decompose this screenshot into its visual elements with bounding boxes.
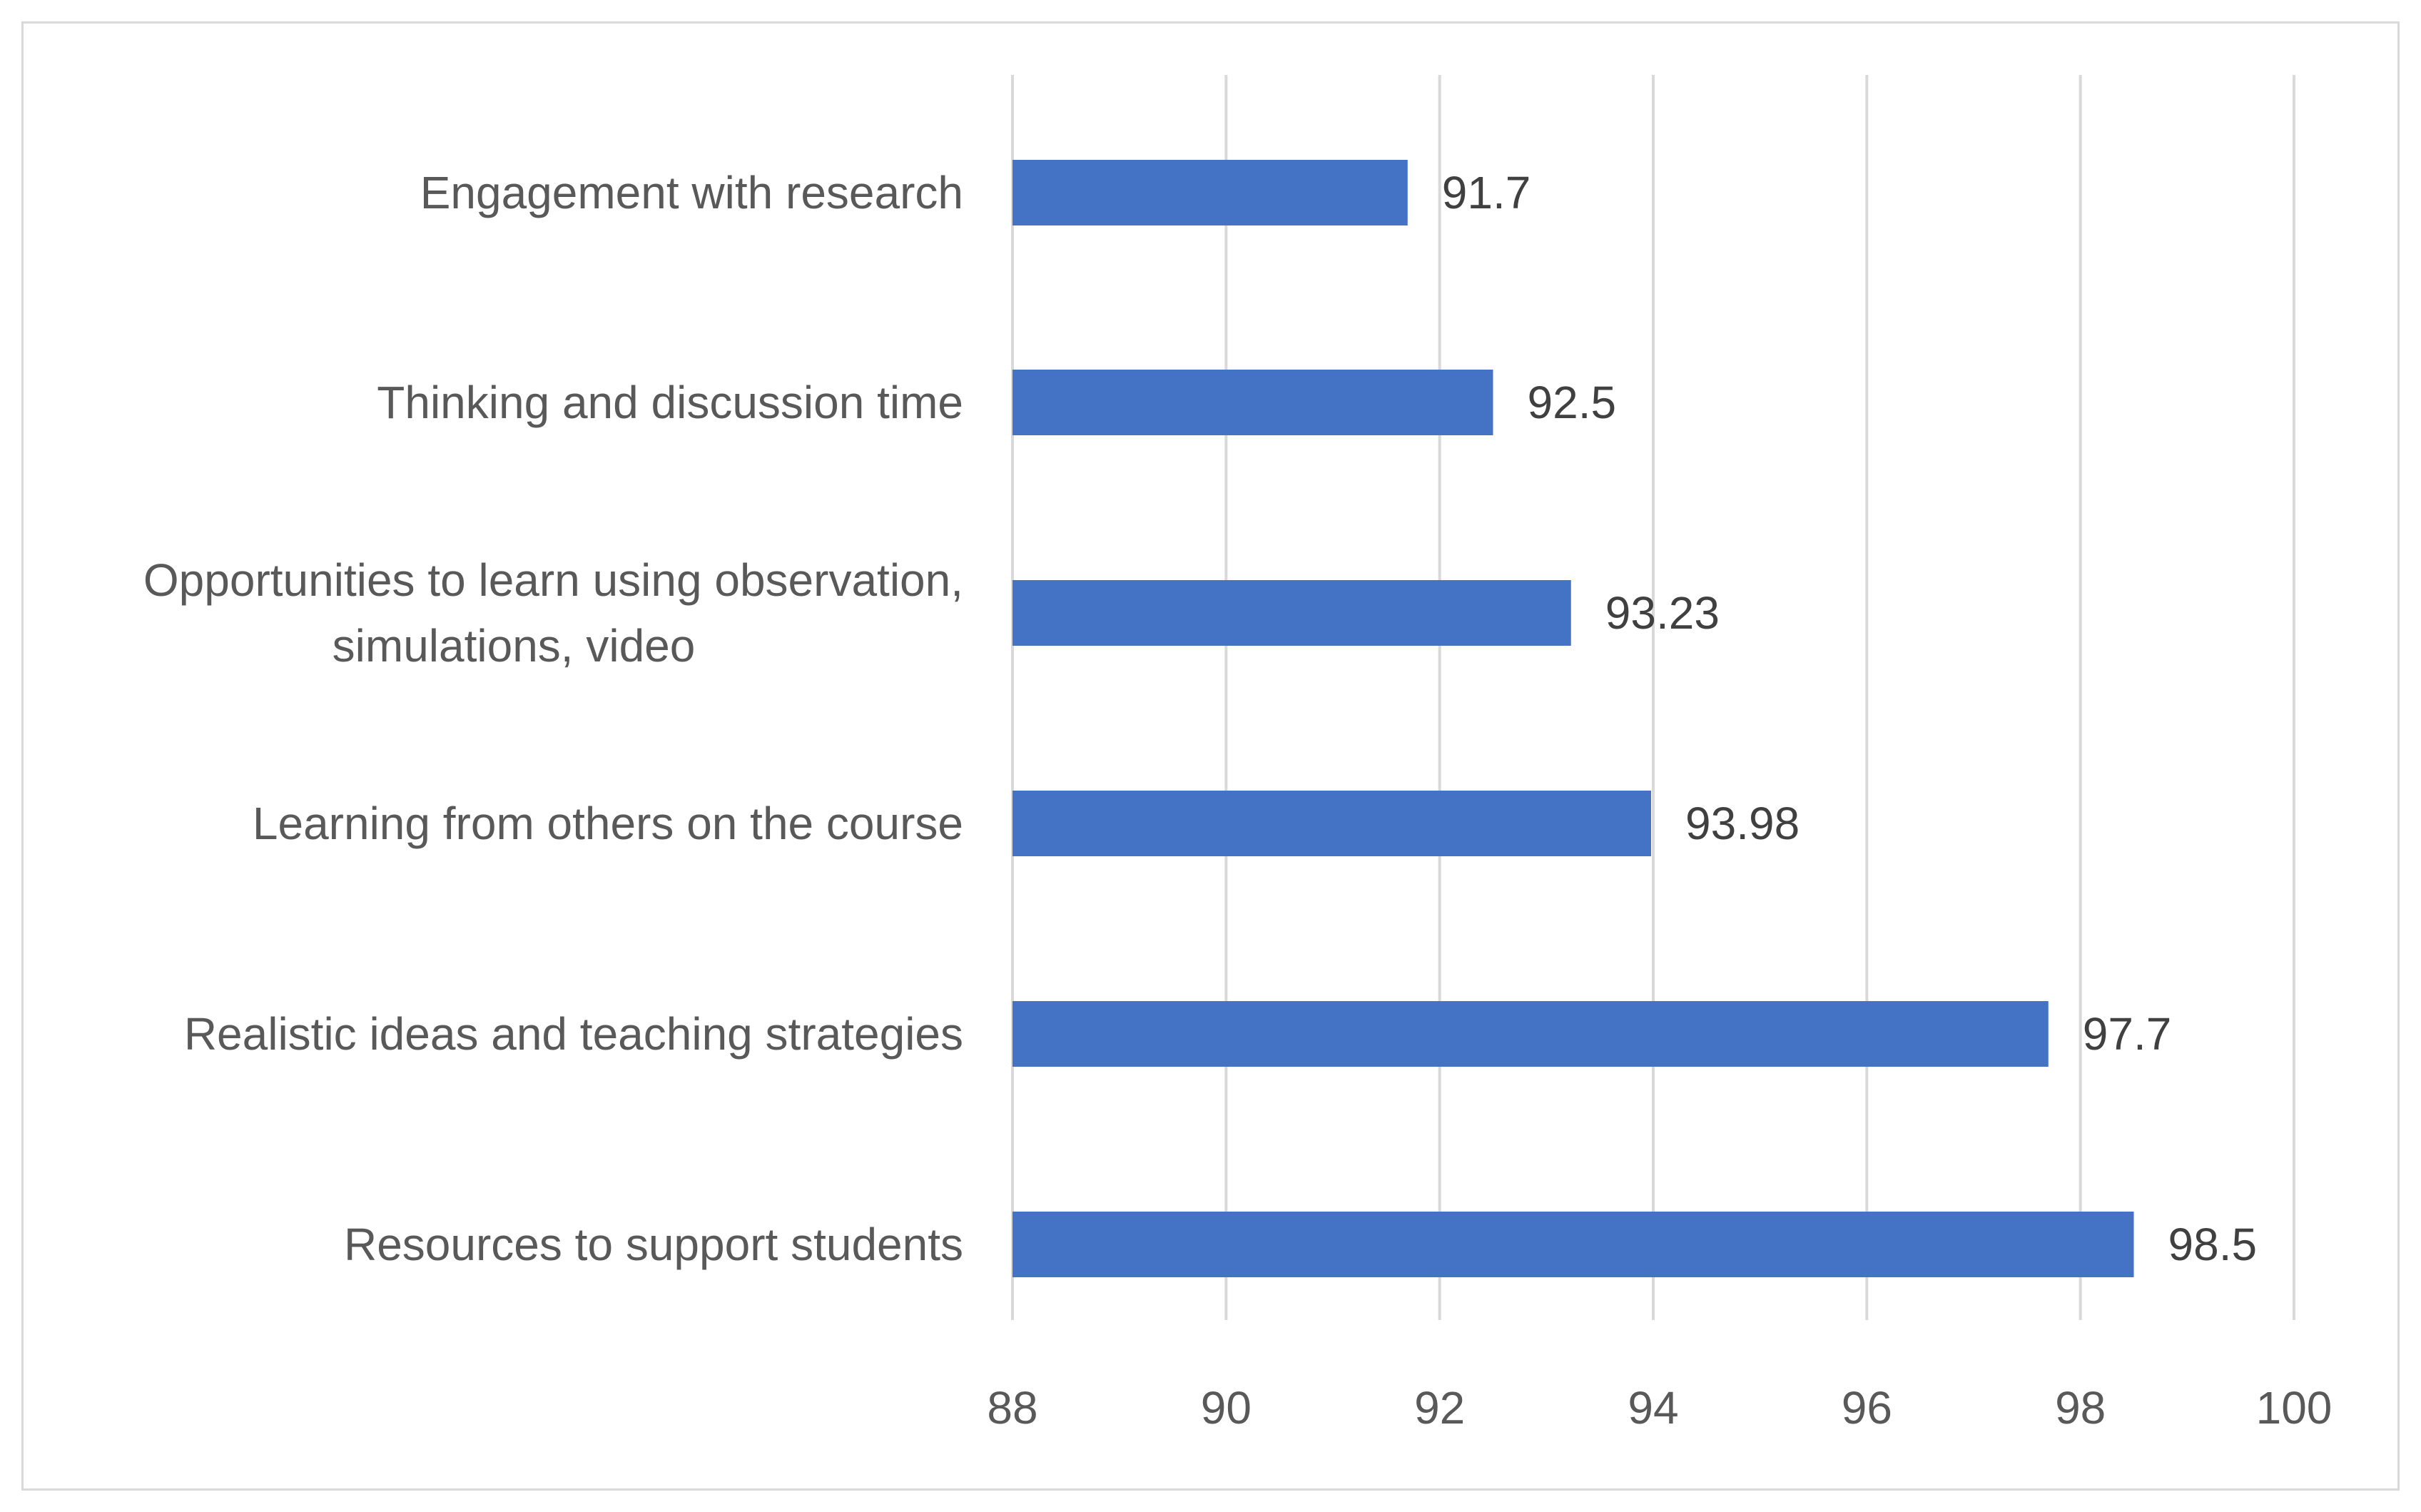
bar [1012, 791, 1652, 856]
category-label: Realistic ideas and teaching strategies [184, 1008, 963, 1060]
data-label: 97.7 [2083, 1008, 2172, 1060]
x-tick-label: 90 [1201, 1382, 1252, 1434]
category-label: Learning from others on the course [253, 798, 963, 849]
bar [1012, 1212, 2134, 1277]
gridlines [1011, 75, 2295, 1320]
category-label: simulations, video [333, 620, 696, 671]
data-label: 93.98 [1685, 798, 1800, 849]
x-tick-label: 96 [1842, 1382, 1892, 1434]
x-tick-label: 100 [2256, 1382, 2333, 1434]
x-tick-label: 94 [1628, 1382, 1678, 1434]
bars [1012, 160, 2134, 1277]
data-label: 91.7 [1442, 167, 1531, 218]
category-label: Engagement with research [420, 167, 963, 218]
bar [1012, 370, 1493, 435]
data-label: 92.5 [1528, 377, 1617, 428]
x-tick-label: 88 [987, 1382, 1037, 1434]
bar [1012, 160, 1408, 225]
data-label: 98.5 [2168, 1219, 2258, 1270]
category-label: Resources to support students [344, 1219, 963, 1270]
bar [1012, 1001, 2049, 1067]
x-tick-label: 92 [1414, 1382, 1465, 1434]
bar [1012, 580, 1571, 646]
labels: 88 90 92 94 96 98 100 91.7 Engagement with resea… [143, 167, 2333, 1434]
x-tick-label: 98 [2055, 1382, 2106, 1434]
category-label: Opportunities to learn using observation… [143, 554, 963, 606]
category-label: Thinking and discussion time [377, 377, 963, 428]
data-label: 93.23 [1605, 587, 1720, 639]
